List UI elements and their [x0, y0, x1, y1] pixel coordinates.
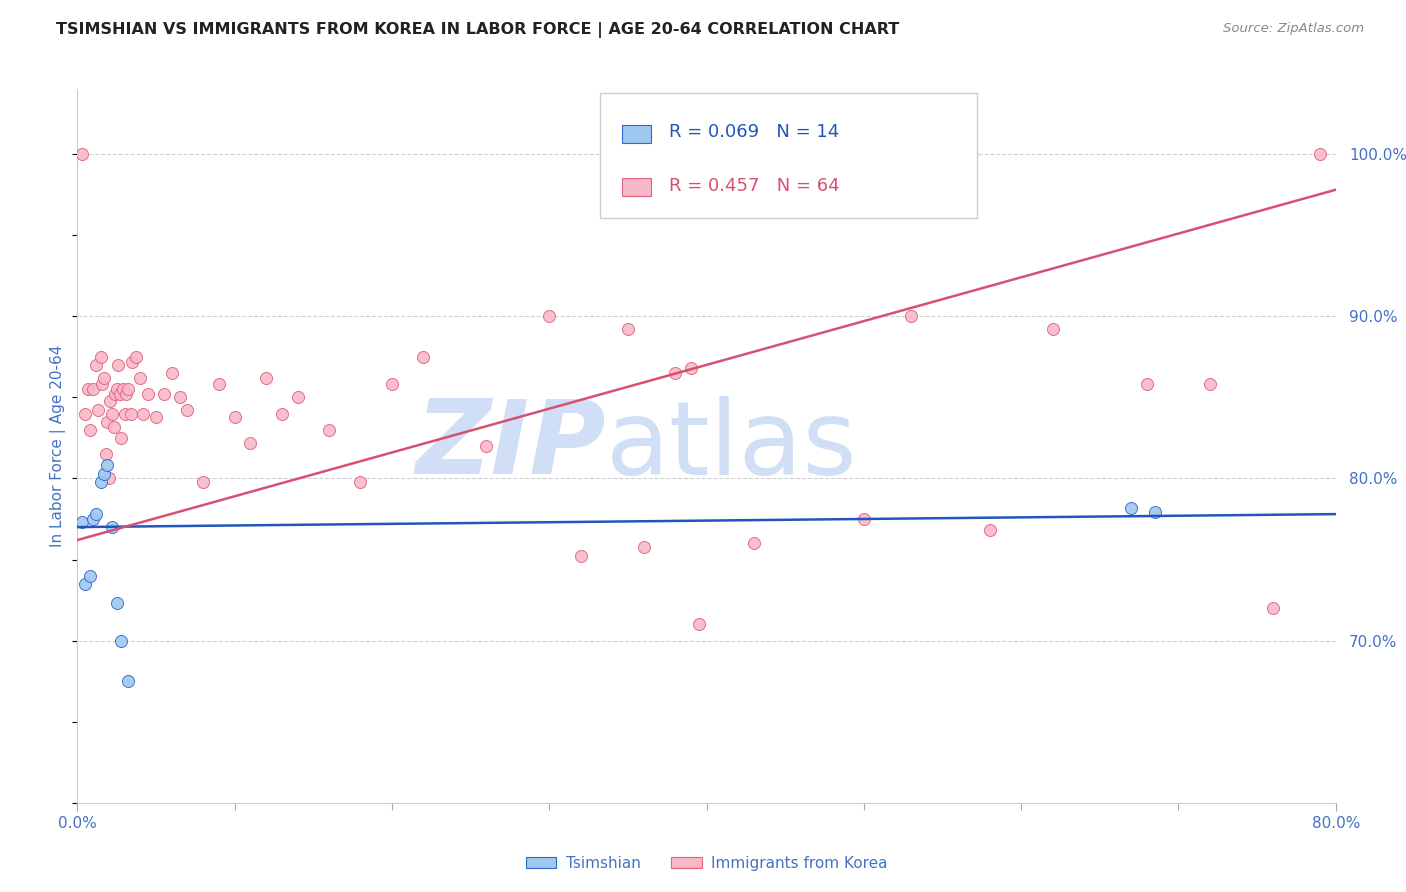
Text: TSIMSHIAN VS IMMIGRANTS FROM KOREA IN LABOR FORCE | AGE 20-64 CORRELATION CHART: TSIMSHIAN VS IMMIGRANTS FROM KOREA IN LA…: [56, 22, 900, 38]
Point: [79, 568, 101, 582]
Point: [254, 371, 277, 385]
Point: [145, 409, 167, 424]
Point: [75, 577, 97, 591]
Point: [91, 377, 114, 392]
Point: [84, 358, 107, 372]
Text: Source: ZipAtlas.com: Source: ZipAtlas.com: [1223, 22, 1364, 36]
Point: [90, 350, 112, 364]
Point: [287, 390, 309, 404]
Point: [475, 439, 498, 453]
Point: [114, 407, 136, 421]
Legend: Tsimshian, Immigrants from Korea: Tsimshian, Immigrants from Korea: [520, 850, 893, 877]
Point: [110, 633, 132, 648]
Point: [117, 674, 139, 689]
Point: [132, 407, 155, 421]
Point: [70, 515, 93, 529]
Point: [115, 387, 138, 401]
Point: [617, 322, 640, 336]
Point: [98, 393, 121, 408]
Point: [84, 507, 107, 521]
Point: [224, 409, 246, 424]
Point: [1309, 147, 1331, 161]
Text: ZIP: ZIP: [415, 395, 606, 497]
Point: [93, 467, 115, 481]
Point: [900, 310, 922, 324]
Point: [679, 361, 702, 376]
Point: [117, 382, 139, 396]
FancyBboxPatch shape: [623, 125, 651, 143]
Point: [120, 407, 142, 421]
Point: [153, 387, 176, 401]
Text: atlas: atlas: [606, 395, 858, 497]
Text: R = 0.457   N = 64: R = 0.457 N = 64: [669, 177, 839, 194]
Point: [318, 423, 340, 437]
Point: [107, 358, 129, 372]
Point: [90, 475, 112, 489]
Point: [1199, 377, 1222, 392]
Point: [664, 366, 686, 380]
Point: [169, 390, 191, 404]
FancyBboxPatch shape: [623, 178, 651, 196]
Point: [96, 415, 118, 429]
Y-axis label: In Labor Force | Age 20-64: In Labor Force | Age 20-64: [49, 345, 66, 547]
Point: [87, 403, 110, 417]
Point: [108, 387, 131, 401]
Point: [104, 387, 127, 401]
Point: [94, 447, 117, 461]
Point: [105, 382, 128, 396]
Point: [633, 540, 655, 554]
Point: [129, 371, 152, 385]
Point: [97, 471, 120, 485]
Point: [569, 549, 592, 564]
Point: [160, 366, 183, 380]
Point: [1143, 506, 1166, 520]
Point: [77, 382, 100, 396]
Point: [1136, 377, 1159, 392]
Point: [1261, 601, 1284, 615]
Point: [412, 350, 434, 364]
Point: [79, 423, 101, 437]
Point: [103, 419, 125, 434]
Point: [349, 475, 371, 489]
Point: [96, 458, 118, 473]
Point: [93, 371, 115, 385]
Point: [124, 350, 146, 364]
Point: [101, 520, 124, 534]
Point: [852, 512, 875, 526]
Point: [110, 431, 132, 445]
Point: [1121, 500, 1143, 515]
Point: [111, 382, 134, 396]
Point: [82, 512, 104, 526]
FancyBboxPatch shape: [599, 93, 977, 218]
Point: [136, 387, 159, 401]
Point: [121, 354, 143, 368]
Point: [381, 377, 404, 392]
Point: [208, 377, 231, 392]
Point: [101, 407, 124, 421]
Point: [979, 524, 1001, 538]
Point: [1042, 322, 1064, 336]
Point: [75, 407, 97, 421]
Point: [105, 596, 128, 610]
Point: [176, 403, 198, 417]
Point: [239, 435, 262, 450]
Point: [538, 310, 561, 324]
Point: [82, 382, 104, 396]
Point: [270, 407, 292, 421]
Point: [688, 617, 710, 632]
Point: [191, 475, 215, 489]
Text: R = 0.069   N = 14: R = 0.069 N = 14: [669, 123, 839, 141]
Point: [742, 536, 765, 550]
Point: [70, 147, 93, 161]
